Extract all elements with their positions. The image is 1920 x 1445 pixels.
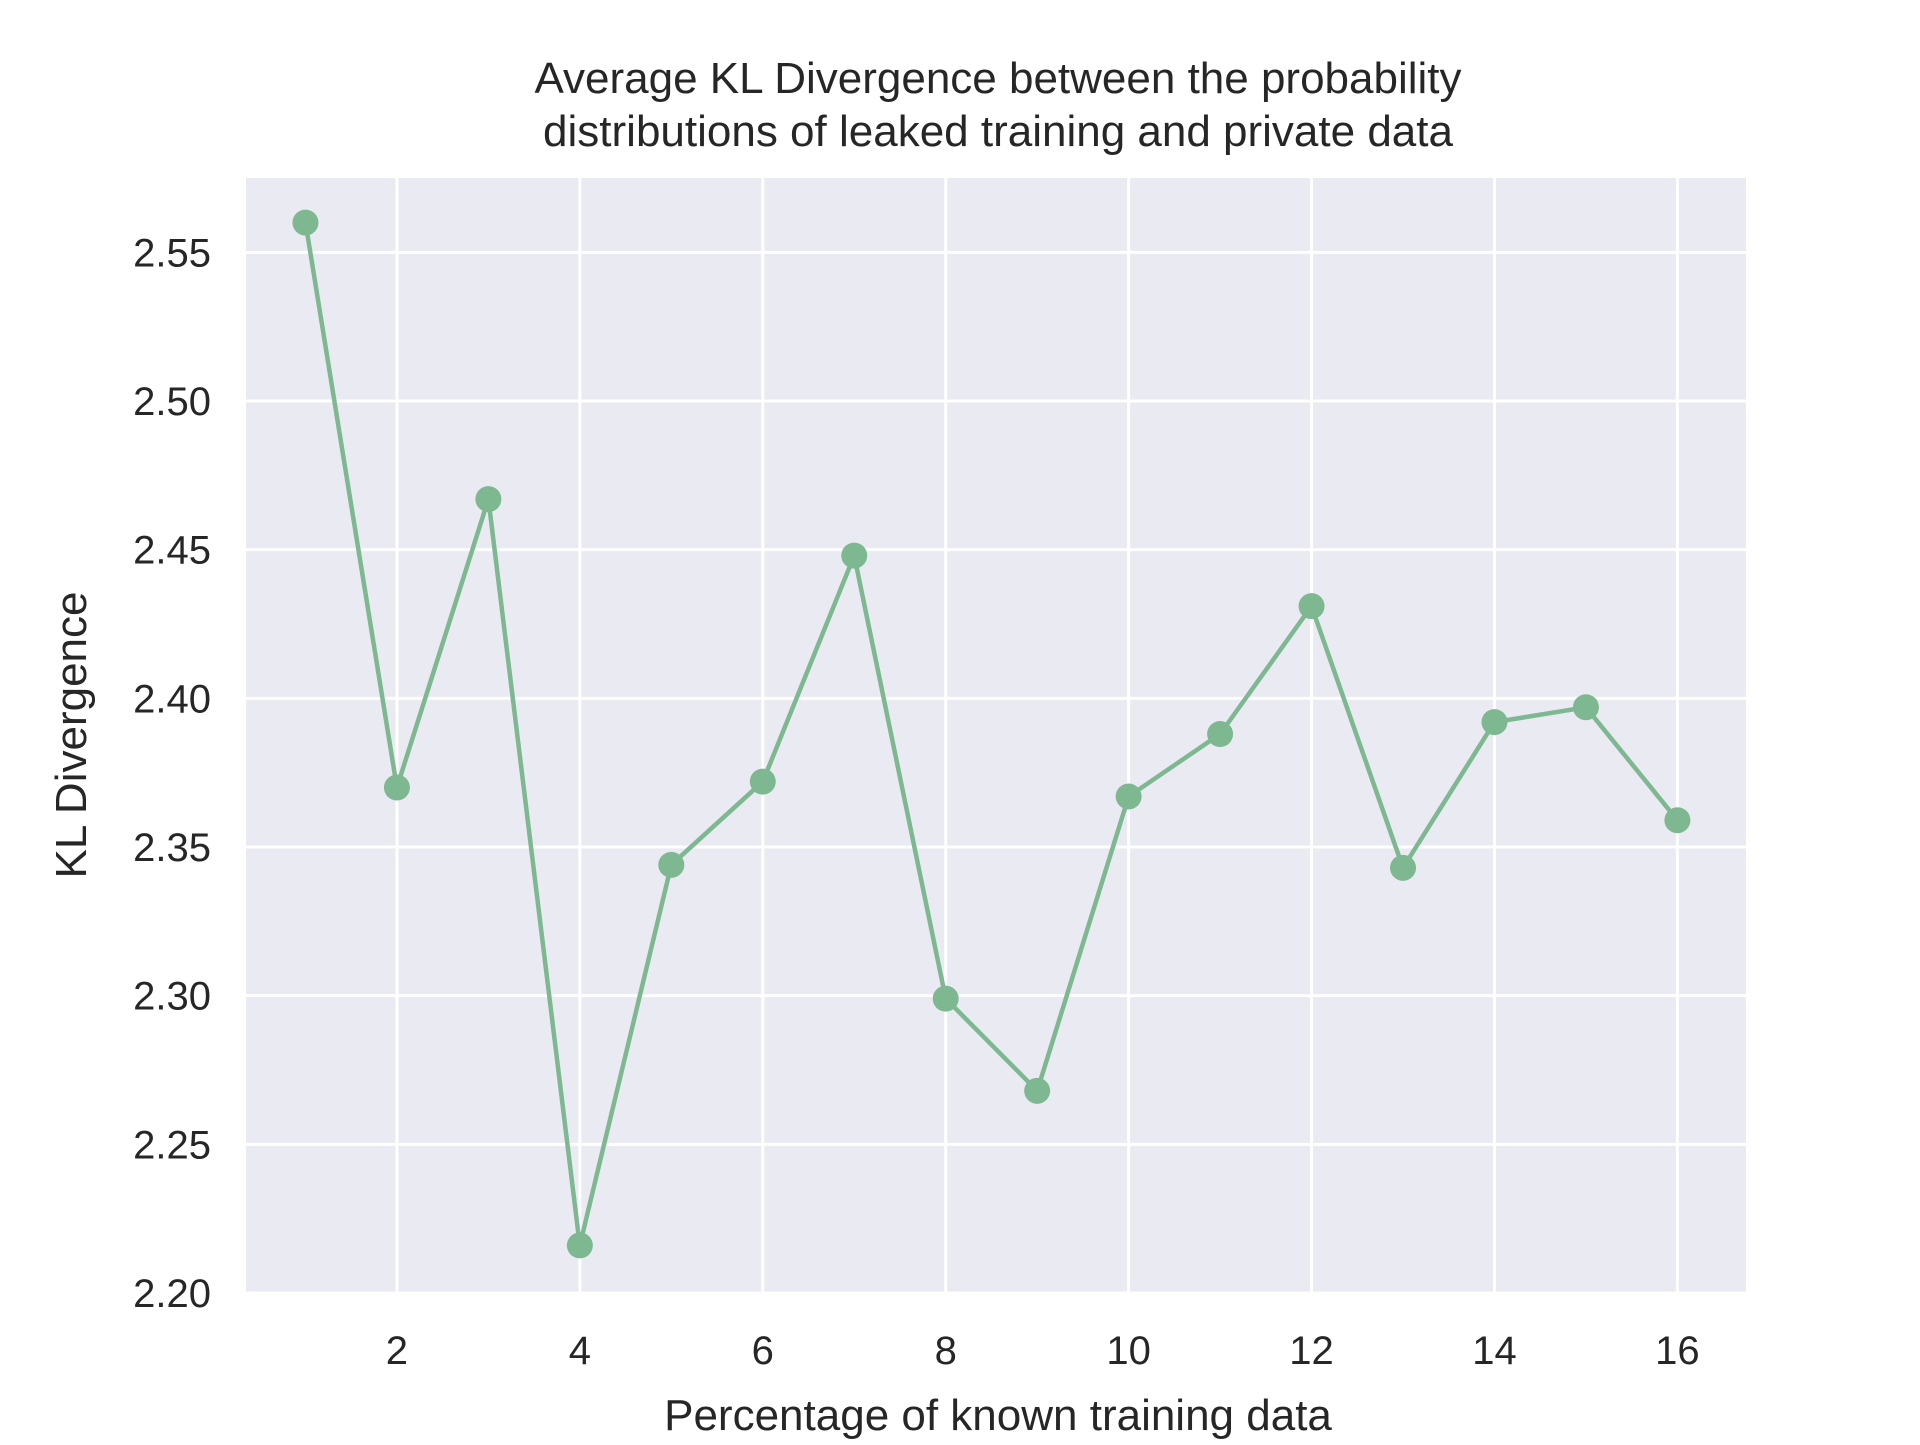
x-tick-label: 2: [386, 1329, 408, 1373]
data-point: [1664, 807, 1691, 834]
data-point: [1207, 721, 1234, 748]
tick-labels: 2 4 6 8 10 12 14 16 2.20 2.25 2.30 2.35 2.40 2.45 2.50…: [133, 231, 1700, 1373]
chart-title-line-1: Average KL Divergence between the probab…: [534, 54, 1461, 103]
y-tick-label: 2.25: [133, 1123, 211, 1167]
y-tick-label: 2.50: [133, 380, 211, 424]
y-tick-label: 2.40: [133, 677, 211, 721]
data-point: [475, 486, 502, 513]
y-tick-label: 2.20: [133, 1272, 211, 1316]
y-tick-label: 2.35: [133, 826, 211, 870]
data-point: [566, 1232, 593, 1259]
x-axis-label: Percentage of known training data: [664, 1391, 1332, 1440]
data-point: [383, 774, 410, 801]
data-point: [1024, 1077, 1051, 1104]
data-point: [1572, 694, 1599, 721]
grid-lines: [246, 178, 1746, 1295]
plot-area: [246, 178, 1746, 1293]
data-point: [292, 209, 319, 236]
data-point: [658, 851, 685, 878]
x-tick-label: 4: [569, 1329, 591, 1373]
data-point: [1481, 709, 1508, 736]
y-axis-label: KL Divergence: [47, 592, 96, 879]
y-tick-label: 2.45: [133, 529, 211, 573]
series-line: [303, 220, 1680, 1248]
x-tick-label: 8: [935, 1329, 957, 1373]
y-tick-label: 2.55: [133, 231, 211, 275]
data-point: [841, 542, 868, 569]
data-point: [1390, 854, 1417, 881]
x-tick-label: 12: [1289, 1329, 1334, 1373]
data-point: [1115, 783, 1142, 810]
x-tick-label: 14: [1472, 1329, 1517, 1373]
chart-title-line-2: distributions of leaked training and pri…: [543, 107, 1453, 156]
series-layer: [292, 209, 1691, 1259]
data-point: [1298, 593, 1325, 620]
y-tick-label: 2.30: [133, 975, 211, 1019]
x-tick-label: 16: [1655, 1329, 1700, 1373]
x-tick-label: 10: [1106, 1329, 1151, 1373]
data-point: [749, 768, 776, 795]
x-tick-label: 6: [752, 1329, 774, 1373]
data-point: [932, 985, 959, 1012]
